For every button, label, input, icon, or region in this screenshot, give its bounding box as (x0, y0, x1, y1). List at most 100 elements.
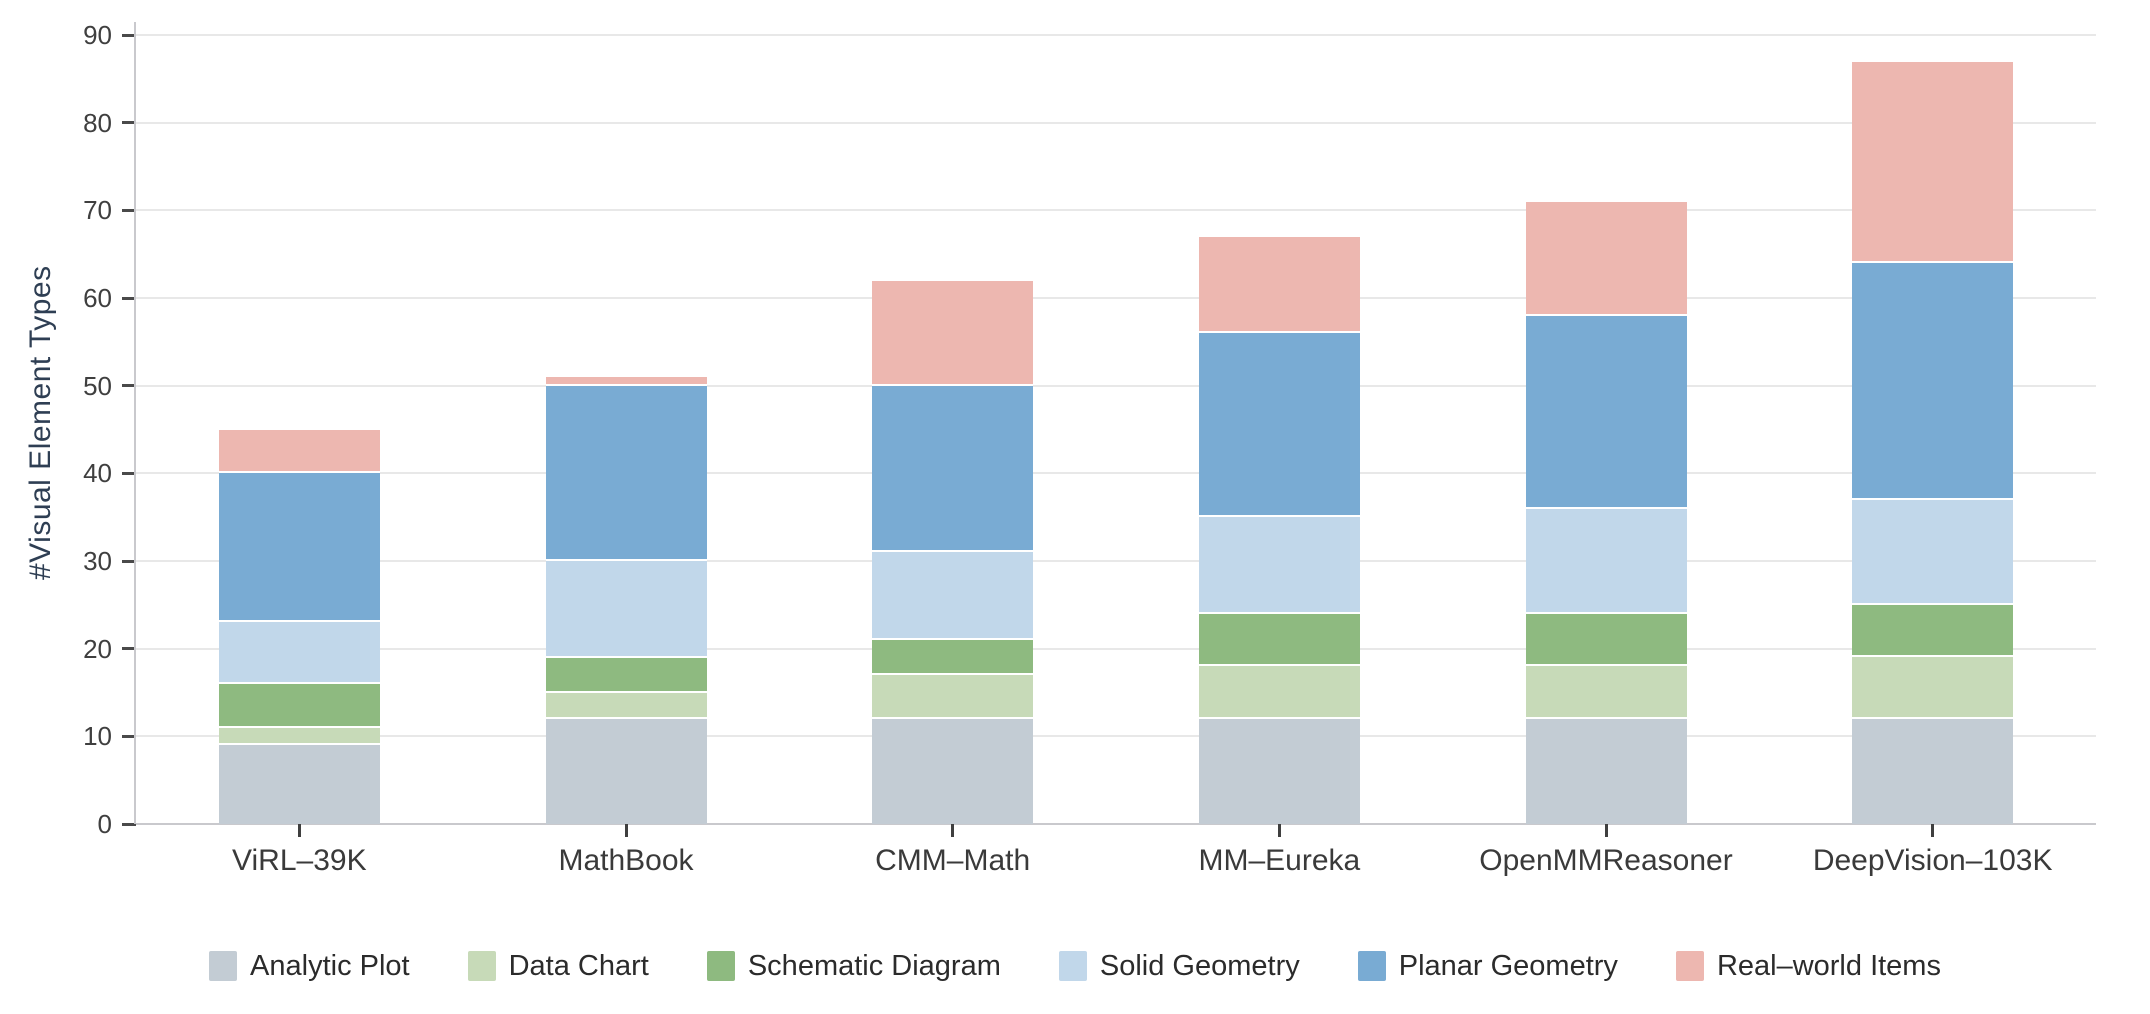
gridline (136, 735, 2096, 738)
y-tick-label: 0 (97, 809, 112, 839)
bar-segment-Analytic Plot (1852, 718, 2014, 824)
y-tick-label: 30 (83, 546, 112, 577)
legend-item: Real–world Items (1675, 949, 1941, 983)
x-tick-mark (297, 824, 301, 837)
bar-segment-Data Chart (1198, 666, 1360, 719)
bar-segment-Schematic Diagram (545, 657, 707, 693)
plot-area (134, 22, 2096, 825)
legend-item: Analytic Plot (209, 950, 410, 983)
legend-label: Real–world Items (1716, 949, 1941, 982)
bar-segment-Solid Geometry (1852, 499, 2014, 605)
bar-DeepVision–103K (1852, 61, 2014, 824)
legend-label: Planar Geometry (1398, 949, 1618, 982)
bar-segment-Planar Geometry (1198, 333, 1360, 518)
y-tick-label: 60 (83, 283, 112, 314)
legend-swatch (467, 951, 496, 981)
x-category-label: MM–Eureka (1198, 844, 1361, 877)
y-axis-line (134, 22, 136, 824)
bar-segment-Real–world Items (872, 280, 1034, 386)
x-category-label: ViRL–39K (232, 844, 367, 877)
x-category-label: CMM–Math (875, 844, 1031, 877)
bar-segment-Planar Geometry (1852, 263, 2014, 500)
legend: Analytic Plot Data Chart Schematic Diagram… (0, 936, 2150, 996)
y-tick-mark (122, 121, 136, 125)
bar-MathBook (545, 377, 707, 824)
bar-MM–Eureka (1198, 236, 1360, 824)
y-tick-mark (122, 296, 136, 300)
legend-item: Solid Geometry (1058, 949, 1300, 983)
bar-segment-Analytic Plot (218, 745, 380, 824)
y-tick-label: 80 (83, 107, 112, 138)
gridline (136, 209, 2096, 212)
y-tick-label: 50 (83, 370, 112, 401)
bar-ViRL–39K (218, 429, 380, 824)
bar-CMM–Math (872, 280, 1034, 824)
legend-swatch (1058, 951, 1087, 981)
bar-segment-Schematic Diagram (218, 683, 380, 728)
bar-segment-Real–world Items (218, 429, 380, 474)
bar-segment-Planar Geometry (218, 473, 380, 623)
bar-segment-Planar Geometry (872, 385, 1034, 553)
y-tick-mark (122, 822, 136, 826)
y-tick-mark (122, 734, 136, 738)
gridline (136, 647, 2096, 650)
bar-segment-Solid Geometry (545, 561, 707, 658)
bar-segment-Solid Geometry (1198, 517, 1360, 614)
bar-segment-Data Chart (1525, 666, 1687, 719)
y-tick-label: 10 (83, 721, 112, 752)
bar-segment-Solid Geometry (218, 622, 380, 684)
bar-segment-Analytic Plot (872, 718, 1034, 824)
y-tick-mark (122, 647, 136, 651)
y-tick-label: 90 (83, 20, 112, 51)
gridline (136, 121, 2096, 124)
y-tick-mark (122, 471, 136, 475)
x-axis-baseline (136, 823, 2096, 825)
x-tick-mark (951, 824, 955, 837)
bar-segment-Analytic Plot (545, 718, 707, 824)
legend-label: Schematic Diagram (747, 949, 1001, 982)
legend-swatch (209, 951, 238, 981)
bar-segment-Solid Geometry (872, 552, 1034, 640)
x-category-label: MathBook (558, 844, 694, 877)
gridline (136, 472, 2096, 475)
legend-label: Solid Geometry (1099, 949, 1300, 982)
legend-swatch (706, 951, 735, 981)
x-category-label: OpenMMReasoner (1479, 844, 1733, 877)
x-tick-mark (624, 824, 628, 837)
legend-label: Analytic Plot (250, 949, 410, 982)
bar-segment-Solid Geometry (1525, 508, 1687, 614)
bar-segment-Planar Geometry (1525, 315, 1687, 509)
x-tick-mark (1277, 824, 1281, 837)
legend-label: Data Chart (508, 949, 649, 982)
bar-segment-Real–world Items (1852, 61, 2014, 264)
bar-segment-Schematic Diagram (872, 639, 1034, 676)
bar-segment-Real–world Items (1525, 201, 1687, 316)
y-tick-label: 70 (83, 195, 112, 226)
y-axis: 0 10 20 30 40 50 60 70 80 90 (0, 20, 136, 837)
legend-swatch (1357, 951, 1386, 981)
y-tick-label: 40 (83, 458, 112, 489)
y-tick-mark (122, 559, 136, 563)
bar-segment-Planar Geometry (545, 385, 707, 562)
bar-OpenMMReasoner (1525, 201, 1687, 824)
bar-segment-Data Chart (872, 675, 1034, 719)
bar-segment-Data Chart (218, 727, 380, 746)
y-tick-mark (122, 384, 136, 388)
legend-item: Schematic Diagram (706, 949, 1001, 983)
x-tick-mark (1931, 824, 1935, 837)
x-tick-mark (1604, 824, 1608, 837)
bar-segment-Schematic Diagram (1852, 604, 2014, 658)
bar-segment-Data Chart (1852, 657, 2014, 719)
gridline (136, 34, 2096, 37)
gridline (136, 384, 2096, 387)
y-tick-mark (122, 208, 136, 212)
gridline (136, 297, 2096, 300)
y-tick-mark (122, 33, 136, 37)
x-category-label: DeepVision–103K (1812, 844, 2053, 877)
legend-swatch (1675, 951, 1704, 981)
bar-segment-Schematic Diagram (1525, 613, 1687, 667)
bar-segment-Real–world Items (1198, 236, 1360, 334)
bar-segment-Schematic Diagram (1198, 613, 1360, 667)
bar-segment-Real–world Items (545, 377, 707, 386)
